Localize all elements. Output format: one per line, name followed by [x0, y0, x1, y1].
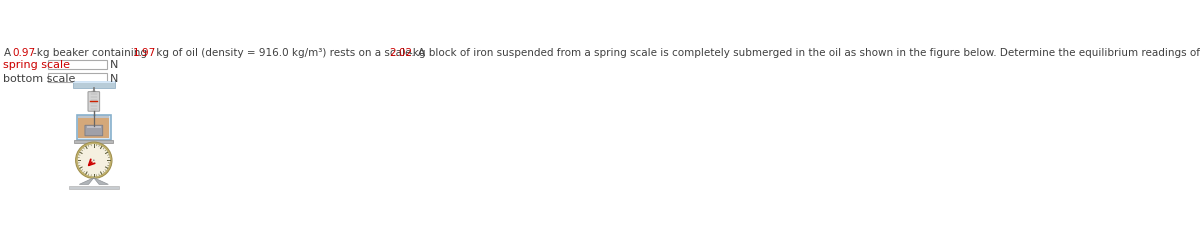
- Bar: [73, 82, 115, 88]
- FancyBboxPatch shape: [85, 126, 103, 136]
- Bar: [77, 115, 110, 140]
- Polygon shape: [79, 178, 94, 185]
- Circle shape: [94, 160, 95, 161]
- Bar: [77, 115, 78, 140]
- Text: spring scale: spring scale: [2, 60, 70, 70]
- Bar: [109, 115, 110, 140]
- Circle shape: [76, 142, 112, 179]
- Text: 1.97: 1.97: [133, 47, 156, 57]
- Bar: [74, 140, 113, 143]
- Text: 0.97: 0.97: [13, 47, 36, 57]
- Bar: [78, 115, 109, 139]
- Text: bottom scale: bottom scale: [2, 73, 76, 83]
- Text: N: N: [109, 60, 118, 70]
- Text: -kg block of iron suspended from a spring scale is completely submerged in the o: -kg block of iron suspended from a sprin…: [409, 47, 1200, 57]
- FancyBboxPatch shape: [88, 92, 100, 112]
- Text: A: A: [4, 47, 14, 57]
- Text: -kg beaker containing: -kg beaker containing: [32, 47, 150, 57]
- Bar: [73, 82, 115, 84]
- Bar: [78, 115, 109, 118]
- Bar: [48, 61, 107, 69]
- Bar: [48, 74, 107, 83]
- Bar: [68, 186, 119, 189]
- Bar: [77, 139, 110, 140]
- Bar: [86, 127, 101, 128]
- Text: kg of oil (density = 916.0 kg/m³) rests on a scale. A: kg of oil (density = 916.0 kg/m³) rests …: [154, 47, 428, 57]
- Circle shape: [77, 144, 110, 177]
- Text: N: N: [109, 73, 118, 83]
- Polygon shape: [94, 178, 108, 185]
- Text: 2.02: 2.02: [390, 47, 413, 57]
